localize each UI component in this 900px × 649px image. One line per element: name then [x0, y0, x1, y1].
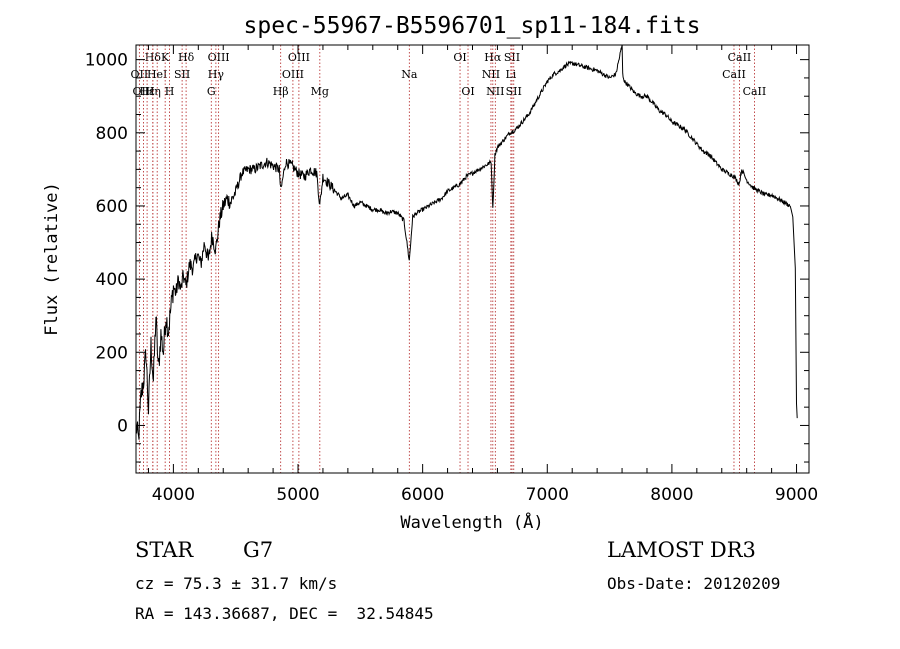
line-marker-label: NII — [486, 85, 504, 98]
observation-date: Obs-Date: 20120209 — [607, 574, 781, 593]
line-marker-label: Hη — [145, 85, 161, 98]
line-marker-label: Hδ — [178, 51, 195, 64]
x-tick-label: 6000 — [401, 485, 444, 505]
line-marker-label: SII — [174, 68, 190, 81]
axis-ticks: 4000 5000 6000 7000 8000 9000 0 200 400 600 800 100… — [85, 45, 818, 505]
line-marker-label: OIII — [288, 51, 310, 64]
line-marker-label: Hγ — [208, 68, 225, 81]
line-marker-label: OIII — [208, 51, 230, 64]
x-tick-label: 5000 — [276, 485, 319, 505]
line-marker-label: Na — [401, 68, 418, 81]
spectrum-chart: spec-55967-B5596701_sp11-184.fits Hδ OII O… — [42, 13, 818, 533]
line-marker-label: Hα — [484, 51, 502, 64]
line-marker-label: Hδ — [145, 51, 162, 64]
x-tick-label: 7000 — [526, 485, 569, 505]
line-marker-label: OIII — [282, 68, 304, 81]
line-marker-label: CaII — [722, 68, 746, 81]
coordinates: RA = 143.36687, DEC = 32.54845 — [135, 604, 434, 623]
line-marker-label: HeI — [147, 68, 167, 81]
line-marker-label: Hε — [139, 85, 155, 98]
line-marker-label: OII — [131, 68, 149, 81]
line-marker-label: Li — [505, 68, 516, 81]
line-marker-label: NII — [482, 68, 500, 81]
y-tick-label: 600 — [96, 197, 128, 217]
y-tick-label: 0 — [117, 416, 128, 436]
y-tick-label: 800 — [96, 124, 128, 144]
x-tick-label: 9000 — [775, 485, 818, 505]
line-marker-label: OI — [461, 85, 474, 98]
spectrum-line — [135, 44, 798, 440]
line-marker-label: G — [207, 85, 216, 98]
line-marker-label: SII — [504, 51, 520, 64]
chart-title: spec-55967-B5596701_sp11-184.fits — [244, 13, 701, 39]
line-marker-label: K — [161, 51, 170, 64]
object-class: STAR — [135, 538, 194, 562]
line-marker-label: Mg — [311, 85, 329, 98]
y-tick-label: 400 — [96, 270, 128, 290]
y-axis-label: Flux (relative) — [42, 182, 62, 336]
line-marker-label: Hβ — [273, 85, 289, 98]
survey-name: LAMOST DR3 — [607, 538, 756, 562]
x-tick-label: 8000 — [650, 485, 693, 505]
x-axis-label: Wavelength (Å) — [400, 511, 543, 533]
line-marker-label: CaII — [728, 51, 752, 64]
x-tick-label: 4000 — [152, 485, 195, 505]
line-marker-label: SII — [506, 85, 522, 98]
object-subclass: G7 — [243, 538, 274, 562]
y-tick-label: 1000 — [85, 51, 128, 71]
plot-frame — [135, 44, 810, 474]
y-tick-label: 200 — [96, 343, 128, 363]
redshift-velocity: cz = 75.3 ± 31.7 km/s — [135, 574, 338, 593]
line-marker-label: OI — [453, 51, 466, 64]
line-marker-label: H — [165, 85, 175, 98]
line-marker-label: CaII — [743, 85, 767, 98]
line-marker-label: OIII — [132, 85, 154, 98]
